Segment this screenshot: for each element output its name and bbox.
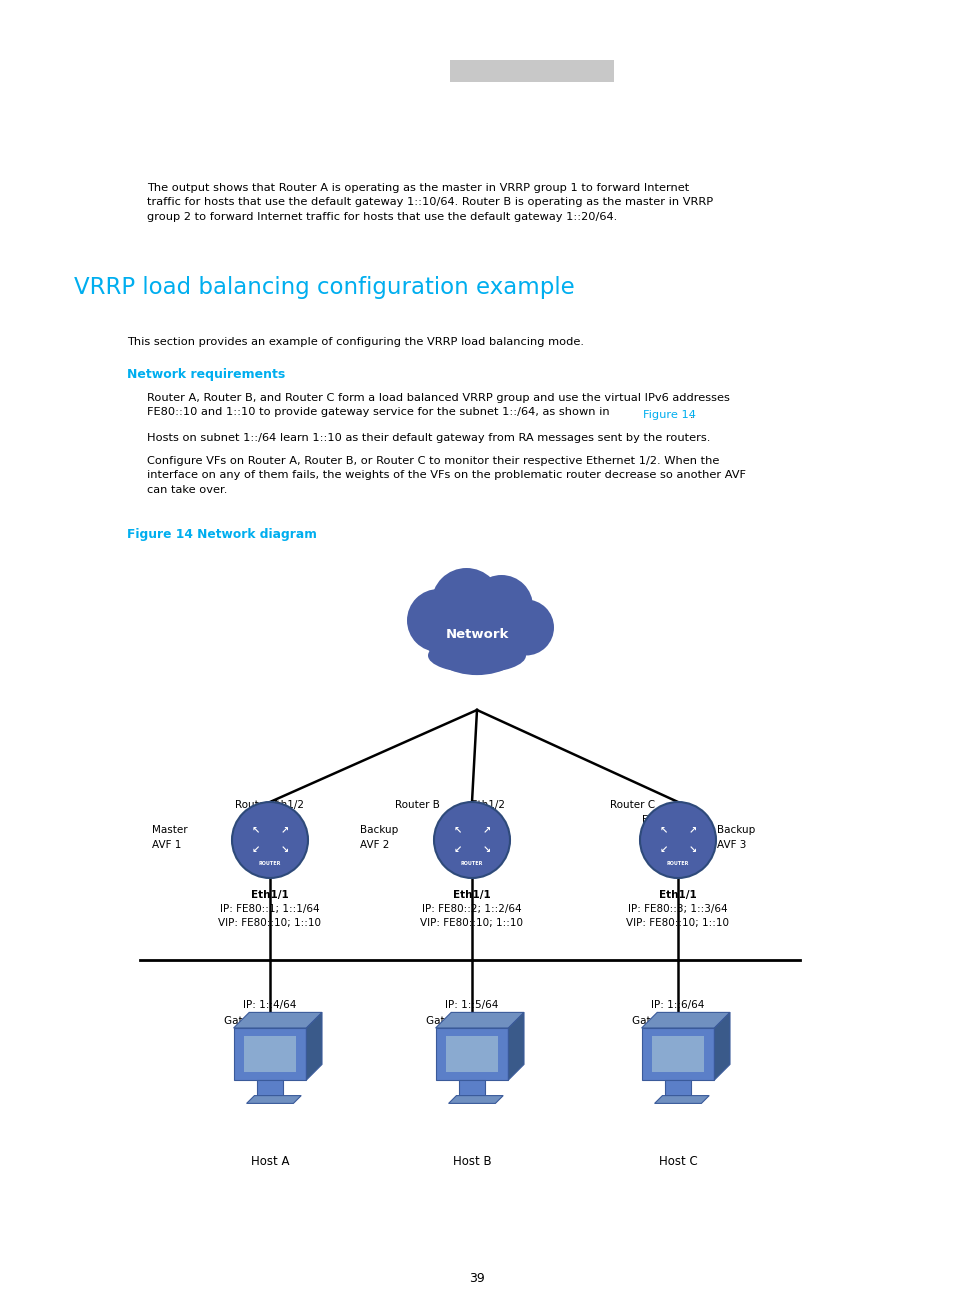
Text: ↘: ↘ bbox=[280, 845, 288, 854]
Polygon shape bbox=[508, 1012, 523, 1080]
Polygon shape bbox=[714, 1012, 729, 1080]
Text: Eth1/1: Eth1/1 bbox=[453, 890, 491, 899]
Text: IP: 1::4/64: IP: 1::4/64 bbox=[243, 1001, 296, 1010]
Text: Host C: Host C bbox=[658, 1155, 697, 1168]
Text: IP: FE80::2; 1::2/64: IP: FE80::2; 1::2/64 bbox=[422, 905, 521, 914]
Text: The output shows that Router A is operating as the master in VRRP group 1 to for: The output shows that Router A is operat… bbox=[147, 183, 713, 222]
Text: ↗: ↗ bbox=[688, 826, 696, 836]
Polygon shape bbox=[436, 1028, 508, 1080]
Polygon shape bbox=[436, 1012, 523, 1028]
Text: Figure 14 Network diagram: Figure 14 Network diagram bbox=[127, 527, 316, 540]
Text: AVF 2: AVF 2 bbox=[359, 840, 389, 850]
Text: Network requirements: Network requirements bbox=[127, 368, 285, 381]
Circle shape bbox=[232, 802, 308, 877]
Polygon shape bbox=[641, 1012, 729, 1028]
Text: ↖: ↖ bbox=[252, 826, 259, 836]
Ellipse shape bbox=[428, 612, 525, 675]
Circle shape bbox=[470, 575, 533, 638]
Text: ↖: ↖ bbox=[659, 826, 667, 836]
Text: Eth1/2: Eth1/2 bbox=[641, 815, 676, 826]
Text: Router A, Router B, and Router C form a load balanced VRRP group and use the vir: Router A, Router B, and Router C form a … bbox=[147, 393, 729, 417]
Text: VRRP load balancing configuration example: VRRP load balancing configuration exampl… bbox=[74, 276, 574, 299]
Text: ROUTER: ROUTER bbox=[258, 861, 281, 866]
Polygon shape bbox=[654, 1095, 708, 1103]
Text: Gateway IP: 1::10: Gateway IP: 1::10 bbox=[425, 1016, 517, 1026]
Polygon shape bbox=[246, 1095, 301, 1103]
Circle shape bbox=[434, 802, 510, 877]
Polygon shape bbox=[448, 1095, 502, 1103]
Polygon shape bbox=[244, 1036, 295, 1072]
Text: This section provides an example of configuring the VRRP load balancing mode.: This section provides an example of conf… bbox=[127, 337, 583, 347]
Text: Eth1/2: Eth1/2 bbox=[471, 800, 504, 810]
Text: ↙: ↙ bbox=[252, 845, 259, 854]
Text: Router B: Router B bbox=[395, 800, 439, 810]
Text: Figure 14: Figure 14 bbox=[642, 410, 695, 420]
Text: IP: 1::5/64: IP: 1::5/64 bbox=[445, 1001, 498, 1010]
Text: Master: Master bbox=[152, 826, 188, 835]
Text: Network: Network bbox=[445, 629, 508, 642]
Polygon shape bbox=[651, 1036, 703, 1072]
Text: VIP: FE80::10; 1::10: VIP: FE80::10; 1::10 bbox=[420, 918, 523, 928]
Text: Host A: Host A bbox=[251, 1155, 289, 1168]
Text: ↘: ↘ bbox=[482, 845, 490, 854]
FancyBboxPatch shape bbox=[450, 60, 614, 82]
Polygon shape bbox=[256, 1080, 283, 1098]
Text: Gateway IP: 1::10: Gateway IP: 1::10 bbox=[631, 1016, 723, 1026]
Text: ROUTER: ROUTER bbox=[666, 861, 688, 866]
Text: VIP: FE80::10; 1::10: VIP: FE80::10; 1::10 bbox=[626, 918, 729, 928]
Text: ↗: ↗ bbox=[280, 826, 288, 836]
Polygon shape bbox=[233, 1028, 306, 1080]
Text: Eth1/1: Eth1/1 bbox=[251, 890, 289, 899]
Text: VIP: FE80::10; 1::10: VIP: FE80::10; 1::10 bbox=[218, 918, 321, 928]
Circle shape bbox=[407, 588, 470, 652]
Text: Eth1/2: Eth1/2 bbox=[270, 800, 304, 810]
Polygon shape bbox=[306, 1012, 322, 1080]
Text: 39: 39 bbox=[469, 1271, 484, 1286]
Text: ↙: ↙ bbox=[659, 845, 667, 854]
Circle shape bbox=[639, 802, 716, 877]
Text: ROUTER: ROUTER bbox=[460, 861, 482, 866]
Text: ↗: ↗ bbox=[482, 826, 490, 836]
Polygon shape bbox=[664, 1080, 690, 1098]
Polygon shape bbox=[641, 1028, 714, 1080]
Ellipse shape bbox=[450, 828, 494, 836]
Circle shape bbox=[431, 568, 501, 638]
Polygon shape bbox=[446, 1036, 497, 1072]
Text: Host B: Host B bbox=[453, 1155, 491, 1168]
Text: IP: 1::6/64: IP: 1::6/64 bbox=[651, 1001, 704, 1010]
Text: .: . bbox=[689, 410, 693, 420]
Text: AVF 3: AVF 3 bbox=[717, 840, 745, 850]
Text: ↖: ↖ bbox=[453, 826, 461, 836]
Text: Backup: Backup bbox=[717, 826, 755, 835]
Ellipse shape bbox=[428, 638, 525, 673]
Text: Backup: Backup bbox=[359, 826, 397, 835]
Text: Router C: Router C bbox=[609, 800, 655, 810]
Polygon shape bbox=[233, 1012, 322, 1028]
Circle shape bbox=[497, 600, 554, 656]
Text: Eth1/1: Eth1/1 bbox=[659, 890, 696, 899]
Text: AVF 1: AVF 1 bbox=[152, 840, 181, 850]
Text: Router A: Router A bbox=[234, 800, 279, 810]
Text: ↘: ↘ bbox=[688, 845, 696, 854]
Text: Hosts on subnet 1::/64 learn 1::10 as their default gateway from RA messages sen: Hosts on subnet 1::/64 learn 1::10 as th… bbox=[147, 433, 710, 443]
Text: IP: FE80::3; 1::3/64: IP: FE80::3; 1::3/64 bbox=[627, 905, 727, 914]
Polygon shape bbox=[458, 1080, 484, 1098]
Text: ↙: ↙ bbox=[453, 845, 461, 854]
Text: IP: FE80::1; 1::1/64: IP: FE80::1; 1::1/64 bbox=[220, 905, 319, 914]
Text: Gateway IP: 1::10: Gateway IP: 1::10 bbox=[224, 1016, 315, 1026]
Text: Configure VFs on Router A, Router B, or Router C to monitor their respective Eth: Configure VFs on Router A, Router B, or … bbox=[147, 456, 745, 495]
